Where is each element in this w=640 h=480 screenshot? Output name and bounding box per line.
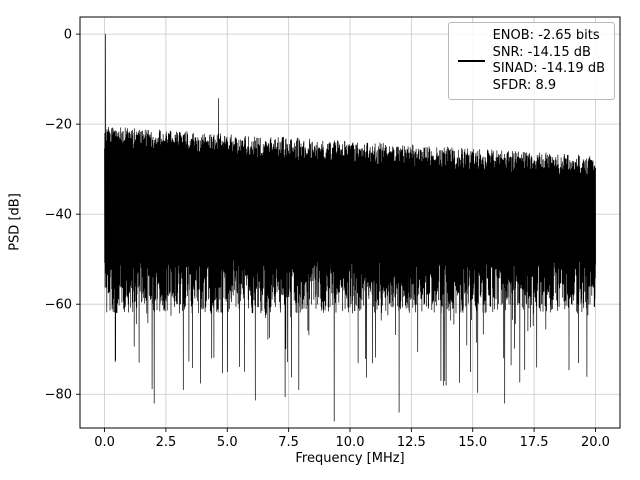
x-tick-label: 5.0 [217,435,238,450]
y-tick-label: 0 [64,28,72,43]
x-tick-label: 17.5 [520,435,549,450]
x-axis-label: Frequency [MHz] [295,451,405,466]
x-tick-label: 0.0 [94,435,115,450]
y-tick-label: −60 [45,298,72,313]
legend-line-sample [457,60,485,62]
x-tick-label: 20.0 [581,435,610,450]
x-tick-label: 2.5 [156,435,177,450]
legend-sinad: SINAD: -14.19 dB [492,61,605,76]
x-tick-label: 7.5 [278,435,299,450]
legend-snr: SNR: -14.15 dB [492,44,591,60]
psd-trace [104,33,596,422]
y-tick-label: −20 [45,118,72,133]
x-tick-label: 10.0 [336,435,365,450]
x-tick-label: 12.5 [397,435,426,450]
y-tick-label: −80 [45,388,72,403]
x-tick-label: 15.0 [458,435,487,450]
legend-text-block: ENOB: -2.65 bits SNR: -14.15 dB SINAD: -… [493,28,605,94]
legend: ENOB: -2.65 bits SNR: -14.15 dB SINAD: -… [447,22,615,100]
y-axis-label: PSD [dB] [7,193,23,251]
legend-sfdr: SFDR: 8.9 [492,77,557,93]
legend-enob: ENOB: -2.65 bits [492,28,600,43]
y-tick-label: −40 [45,208,72,223]
